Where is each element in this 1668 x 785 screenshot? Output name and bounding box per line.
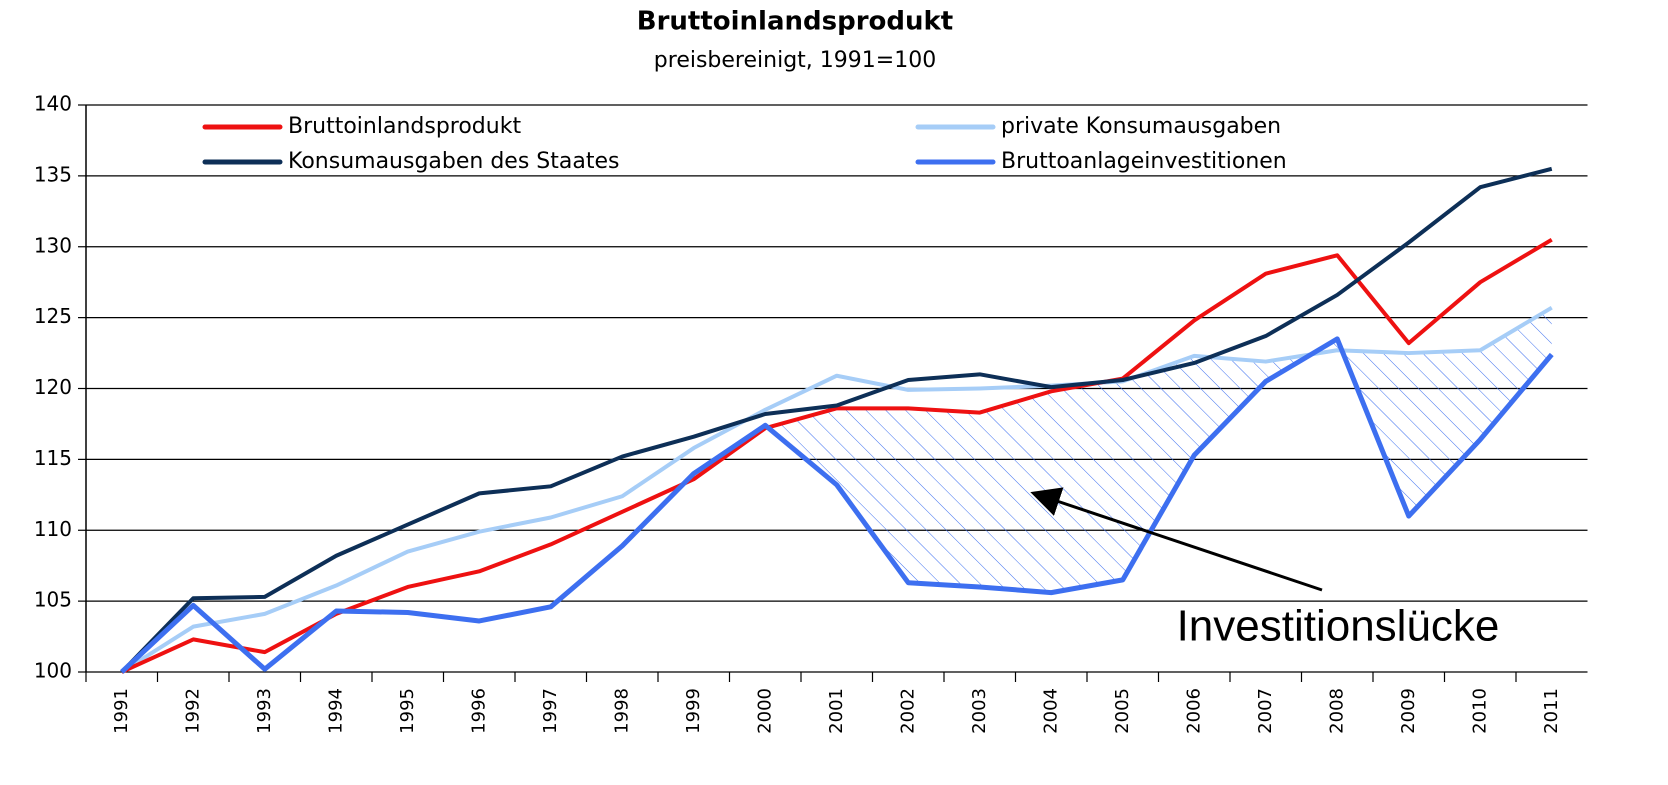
legend-label: Bruttoanlageinvestitionen: [1001, 149, 1287, 174]
legend-label: Konsumausgaben des Staates: [288, 149, 619, 174]
x-tick-label: 2003: [969, 688, 990, 734]
annotation-arrow: [1030, 487, 1323, 592]
x-tick-label: 1996: [468, 688, 489, 734]
y-tick-label: 100: [34, 659, 72, 683]
line-series: [120, 237, 1553, 674]
x-tick-label: 1995: [397, 688, 418, 734]
x-tick-label: 2006: [1183, 688, 1204, 734]
line-series: [120, 166, 1553, 674]
y-tick-label: 110: [34, 517, 72, 541]
y-tick-label: 120: [34, 375, 72, 399]
annotation: Investitionslücke: [1177, 602, 1500, 651]
x-tick-label: 1998: [611, 688, 632, 734]
x-tick-label: 2002: [897, 688, 918, 734]
x-tick-label: 1999: [683, 688, 704, 734]
x-tick-label: 2000: [754, 688, 775, 734]
chart-subtitle: preisbereinigt, 1991=100: [654, 48, 936, 73]
x-tick-label: 2011: [1541, 688, 1562, 734]
x-tick-label: 2007: [1255, 688, 1276, 734]
x-tick-label: 2001: [826, 688, 847, 734]
x-tick-label: 2009: [1398, 688, 1419, 734]
chart-title: Bruttoinlandsprodukt: [637, 7, 953, 37]
y-tick-label: 115: [34, 446, 72, 470]
legend-label: Bruttoinlandsprodukt: [288, 114, 521, 139]
y-tick-label: 130: [34, 233, 72, 257]
x-tick-label: 1994: [325, 688, 346, 734]
x-tick-label: 1992: [182, 688, 203, 734]
y-tick-label: 105: [34, 588, 72, 612]
y-tick-label: 140: [34, 92, 72, 116]
x-tick-label: 1997: [540, 688, 561, 734]
y-tick-label: 125: [34, 304, 72, 328]
x-tick-label: 1991: [111, 688, 132, 734]
x-tick-label: 2004: [1040, 688, 1061, 734]
x-tick-label: 1993: [254, 688, 275, 734]
x-tick-label: 2010: [1469, 688, 1490, 734]
line-series: [120, 336, 1554, 674]
y-tick-label: 135: [34, 162, 72, 186]
x-tick-label: 2008: [1326, 688, 1347, 734]
x-tick-label: 2005: [1112, 688, 1133, 734]
legend-label: private Konsumausgaben: [1001, 114, 1281, 139]
